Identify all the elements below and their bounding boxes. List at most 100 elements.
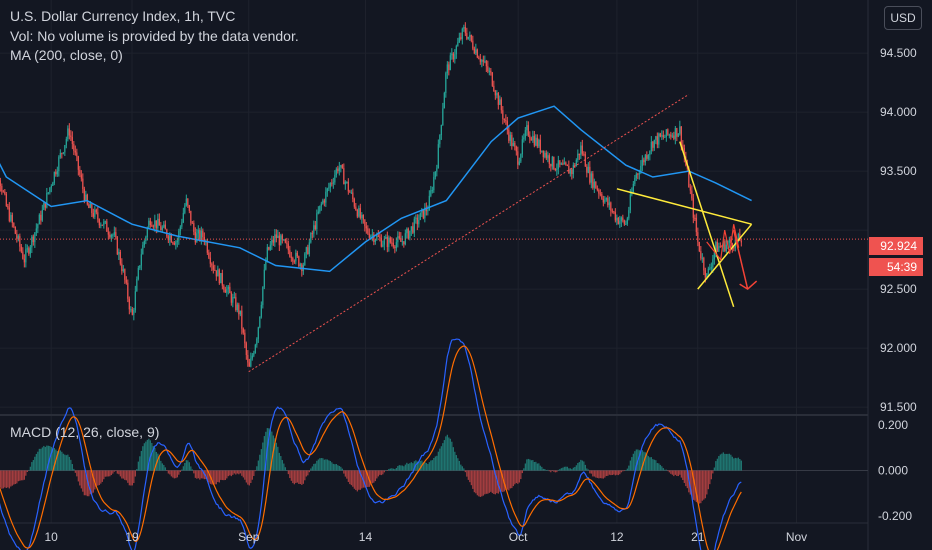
candle-body <box>50 185 52 188</box>
candle-body <box>184 205 186 213</box>
candle-body <box>707 268 709 274</box>
candle-body <box>278 235 280 246</box>
candle-body <box>85 194 87 201</box>
candle-body <box>260 304 262 317</box>
macd-histogram-bar <box>226 470 228 479</box>
macd-histogram-bar <box>334 464 336 471</box>
macd-histogram-bar <box>244 470 246 480</box>
candle-body <box>724 241 726 251</box>
candle-body <box>428 195 430 211</box>
macd-histogram-bar <box>484 470 486 495</box>
macd-histogram-bar <box>730 454 732 471</box>
macd-histogram-bar <box>401 465 403 471</box>
candle-body <box>326 188 328 192</box>
candle-body <box>365 226 367 229</box>
candle-body <box>422 209 424 219</box>
candle-body <box>346 181 348 183</box>
candle-body <box>670 134 672 137</box>
macd-histogram-bar <box>461 466 463 471</box>
candle-body <box>335 168 337 176</box>
macd-histogram-bar <box>44 446 46 471</box>
price-axis-label: 92.000 <box>880 341 917 355</box>
macd-histogram-bar <box>601 470 603 479</box>
candle-body <box>514 143 516 147</box>
candle-body <box>661 135 663 137</box>
macd-histogram-bar <box>731 456 733 471</box>
forecast-arrow <box>732 229 749 290</box>
macd-histogram-bar <box>586 468 588 471</box>
candle-body <box>479 59 481 62</box>
macd-histogram-bar <box>599 470 601 479</box>
macd-histogram-bar <box>16 470 18 484</box>
macd-histogram-bar <box>179 470 181 473</box>
candle-body <box>274 234 276 243</box>
macd-histogram-bar <box>181 469 183 471</box>
candle-body <box>7 206 9 208</box>
candle-body <box>608 202 610 206</box>
macd-histogram-bar <box>455 455 457 471</box>
candle-body <box>314 225 316 229</box>
candle-body <box>688 168 690 188</box>
macd-histogram-bar <box>661 466 663 471</box>
macd-histogram-bar <box>358 470 360 490</box>
candle-body <box>542 150 544 158</box>
macd-histogram-bar <box>287 470 289 475</box>
candle-body <box>385 236 387 239</box>
candle-body <box>136 279 138 292</box>
macd-histogram-bar <box>550 470 552 473</box>
candle-body <box>182 212 184 223</box>
macd-histogram-bar <box>10 470 12 487</box>
candle-body <box>457 42 459 47</box>
macd-histogram-bar <box>178 470 180 475</box>
macd-histogram-bar <box>442 443 444 471</box>
candle-body <box>433 177 435 191</box>
macd-histogram-bar <box>199 470 201 480</box>
candle-body <box>533 135 535 146</box>
macd-histogram-bar <box>152 446 154 471</box>
macd-histogram-bar <box>73 468 75 471</box>
candle-body <box>179 226 181 231</box>
candle-body <box>682 144 684 149</box>
candle-body <box>439 135 441 145</box>
currency-button[interactable]: USD <box>884 6 922 30</box>
macd-histogram-bar <box>439 448 441 471</box>
candle-body <box>566 164 568 166</box>
candle-body <box>173 242 175 245</box>
macd-histogram-bar <box>68 456 70 471</box>
candle-body <box>629 194 631 211</box>
macd-histogram-bar <box>380 470 382 476</box>
macd-histogram-bar <box>116 470 118 474</box>
candle-body <box>478 57 480 60</box>
macd-histogram-bar <box>644 452 646 471</box>
candle-body <box>380 237 382 247</box>
macd-histogram-bar <box>566 466 568 471</box>
macd-histogram-bar <box>491 470 493 494</box>
triangle-lower-line <box>697 223 753 290</box>
macd-histogram-bar <box>325 459 327 471</box>
candle-body <box>176 240 178 243</box>
candle-body <box>4 191 6 194</box>
macd-histogram-bar <box>65 455 67 471</box>
macd-histogram-bar <box>100 470 102 484</box>
macd-histogram-bar <box>173 470 175 479</box>
macd-histogram-bar <box>671 470 673 475</box>
macd-histogram-bar <box>419 461 421 471</box>
macd-histogram-bar <box>61 451 63 471</box>
macd-histogram-bar <box>253 470 255 476</box>
macd-histogram-bar <box>212 470 214 485</box>
macd-histogram-bar <box>128 470 130 486</box>
macd-histogram-bar <box>32 460 34 471</box>
macd-histogram-bar <box>494 470 496 495</box>
candle-body <box>125 279 127 283</box>
macd-histogram-bar <box>104 470 106 477</box>
macd-histogram-bar <box>544 469 546 471</box>
candle-body <box>674 128 676 139</box>
macd-histogram-bar <box>509 470 511 489</box>
candle-body <box>58 157 60 172</box>
macd-histogram-bar <box>194 470 196 478</box>
macd-histogram-bar <box>130 470 132 486</box>
macd-histogram-bar <box>11 470 13 486</box>
candle-body <box>583 153 585 155</box>
macd-histogram-bar <box>413 461 415 471</box>
